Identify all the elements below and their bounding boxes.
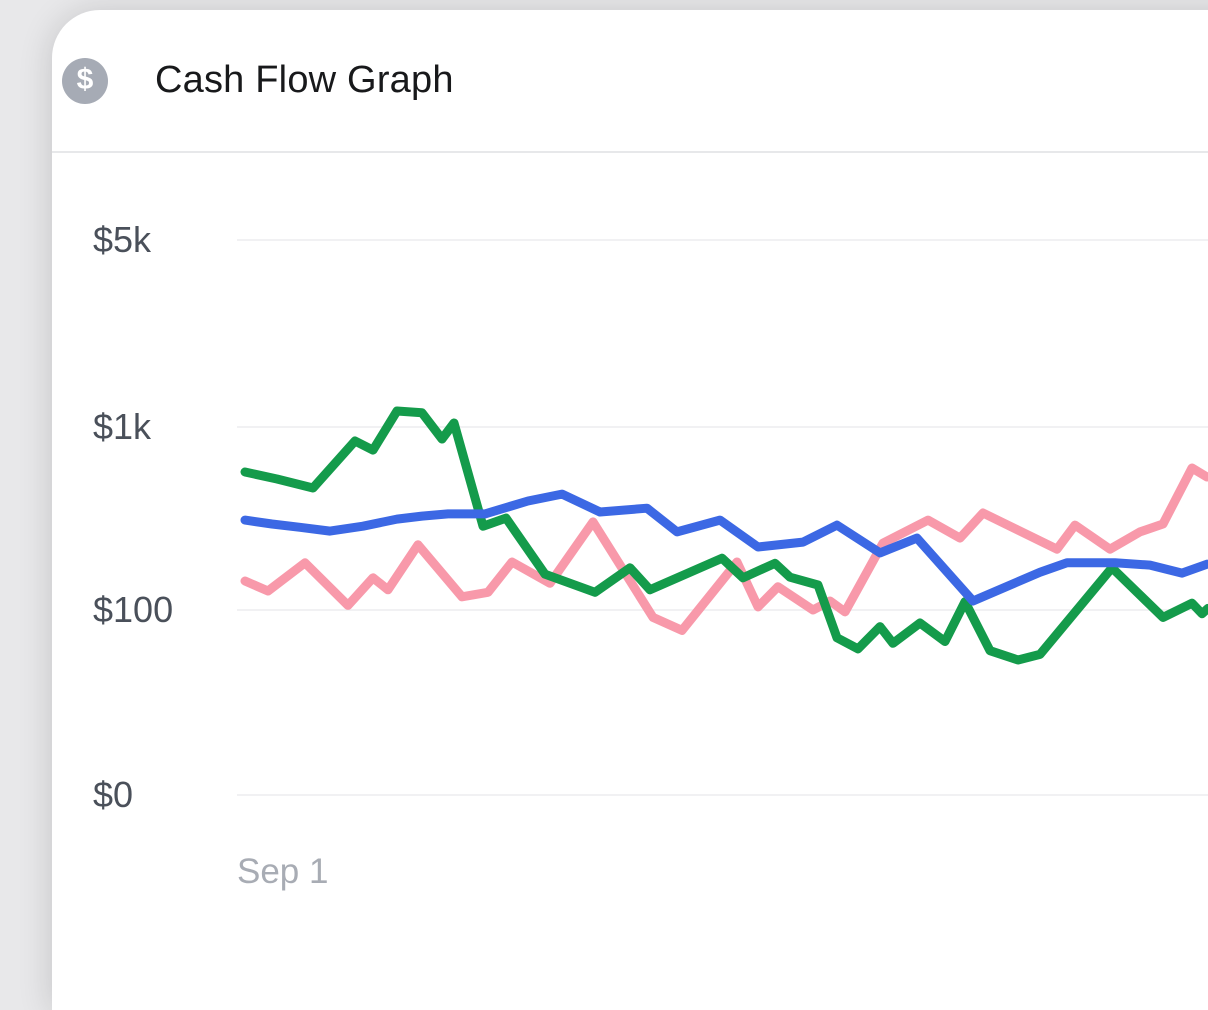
card-header: $ Cash Flow Graph: [52, 10, 1208, 153]
dollar-icon: $: [62, 57, 108, 104]
x-axis-tick-label: Sep 1: [237, 852, 329, 891]
dollar-icon-glyph: $: [76, 62, 94, 96]
y-axis-tick-label: $5k: [93, 219, 152, 260]
y-axis-tick-label: $0: [93, 774, 134, 815]
card-title: Cash Flow Graph: [155, 59, 454, 101]
cash-flow-card: $ Cash Flow Graph: [52, 10, 1208, 1010]
y-axis-tick-label: $1k: [93, 406, 152, 447]
y-axis-tick-label: $100: [93, 589, 174, 630]
